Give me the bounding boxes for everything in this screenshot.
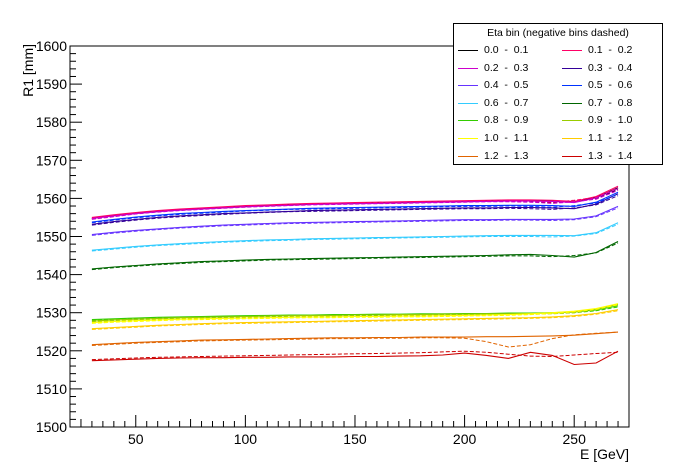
- legend-swatch: [562, 85, 582, 87]
- legend-swatch: [562, 102, 582, 104]
- legend-label: 0.9 - 1.0: [588, 114, 633, 127]
- y-tick-label: 1500: [36, 419, 67, 435]
- y-tick-label: 1520: [36, 343, 67, 359]
- series-line: [91, 309, 619, 330]
- legend-label: 0.7 - 0.8: [588, 96, 633, 109]
- legend-entry: 0.3 - 0.4: [558, 61, 662, 75]
- legend-swatch: [458, 67, 478, 69]
- legend-label: 1.1 - 1.2: [588, 132, 633, 144]
- legend-swatch: [458, 102, 478, 104]
- legend-label: 0.4 - 0.5: [484, 79, 529, 92]
- legend-swatch: [562, 120, 582, 122]
- y-tick-label: 1540: [36, 267, 67, 283]
- legend-entry: 0.4 - 0.5: [454, 78, 558, 92]
- legend-label: 0.2 - 0.3: [484, 61, 529, 74]
- legend-swatch: [458, 50, 478, 51]
- y-tick-label: 1600: [36, 38, 67, 54]
- legend-label: 0.6 - 0.7: [484, 96, 529, 109]
- legend-entry: 0.6 - 0.7: [454, 96, 558, 110]
- legend-label: 0.1 - 0.2: [588, 44, 633, 56]
- legend-entry: 0.7 - 0.8: [558, 96, 662, 110]
- legend-label: 1.2 - 1.3: [484, 149, 529, 162]
- x-tick-label: 250: [563, 431, 587, 447]
- legend-swatch: [562, 50, 582, 51]
- legend-label: 0.0 - 0.1: [484, 44, 529, 56]
- series-line-negative: [91, 207, 619, 236]
- legend-title: Eta bin (negative bins dashed): [487, 27, 629, 39]
- series-line-negative: [91, 195, 619, 226]
- series-line: [91, 350, 619, 366]
- series-line-negative: [91, 189, 619, 220]
- series-line: [91, 187, 619, 220]
- legend-swatch: [458, 85, 478, 87]
- x-tick-label: 50: [128, 431, 144, 447]
- legend-swatch: [562, 155, 582, 157]
- legend-entry: 1.2 - 1.3: [454, 149, 558, 163]
- legend-label: 0.3 - 0.4: [588, 61, 633, 74]
- series-line-negative: [91, 304, 619, 324]
- x-tick-label: 100: [234, 431, 258, 447]
- legend-swatch: [562, 67, 582, 69]
- series-line-negative: [91, 350, 619, 361]
- legend-swatch: [562, 138, 582, 139]
- series-line: [91, 222, 619, 251]
- legend-entry: 0.2 - 0.3: [454, 61, 558, 75]
- series-line: [91, 185, 619, 218]
- legend-entry: 1.0 - 1.1: [454, 131, 558, 145]
- x-tick-label: 150: [343, 431, 367, 447]
- y-tick-label: 1550: [36, 229, 67, 245]
- series-line-negative: [91, 331, 619, 348]
- legend-swatch: [458, 120, 478, 122]
- y-axis: 1500 1510 1520 1530 1540 1550 1560 1570 1580 1590…: [36, 38, 82, 435]
- legend-entry: 0.9 - 1.0: [558, 113, 662, 127]
- y-tick-label: 1570: [36, 152, 67, 168]
- legend-swatch: [458, 155, 478, 157]
- y-tick-label: 1590: [36, 76, 67, 92]
- series-layer: [91, 185, 619, 366]
- y-tick-label: 1560: [36, 190, 67, 206]
- series-line: [91, 193, 619, 225]
- y-tick-label: 1530: [36, 305, 67, 321]
- series-line: [91, 191, 619, 223]
- series-line-negative: [91, 242, 619, 271]
- legend-label: 1.3 - 1.4: [588, 149, 633, 162]
- legend-entry: 0.5 - 0.6: [558, 78, 662, 92]
- legend-label: 1.0 - 1.1: [484, 132, 529, 144]
- legend-entry: 1.3 - 1.4: [558, 149, 662, 163]
- legend: Eta bin (negative bins dashed) 0.0 - 0.1…: [453, 23, 663, 165]
- x-axis: 50 100 150 200 250: [80, 415, 630, 447]
- y-tick-label: 1510: [36, 381, 67, 397]
- series-line: [91, 241, 619, 270]
- series-line: [91, 331, 619, 346]
- y-tick-label: 1580: [36, 114, 67, 130]
- legend-label: 0.5 - 0.6: [588, 79, 633, 92]
- legend-entry: 0.1 - 0.2: [558, 43, 662, 57]
- legend-entry: 0.8 - 0.9: [454, 113, 558, 127]
- y-axis-title: R1 [mm]: [20, 44, 36, 97]
- legend-label: 0.8 - 0.9: [484, 114, 529, 127]
- x-tick-label: 200: [453, 431, 477, 447]
- series-line: [91, 303, 619, 324]
- legend-entry: 1.1 - 1.2: [558, 131, 662, 145]
- x-axis-title: E [GeV]: [580, 446, 629, 462]
- series-line-negative: [91, 193, 619, 224]
- series-line: [91, 205, 619, 236]
- series-line-negative: [91, 223, 619, 252]
- legend-entry: 0.0 - 0.1: [454, 43, 558, 57]
- series-line-negative: [91, 310, 619, 330]
- legend-swatch: [458, 138, 478, 139]
